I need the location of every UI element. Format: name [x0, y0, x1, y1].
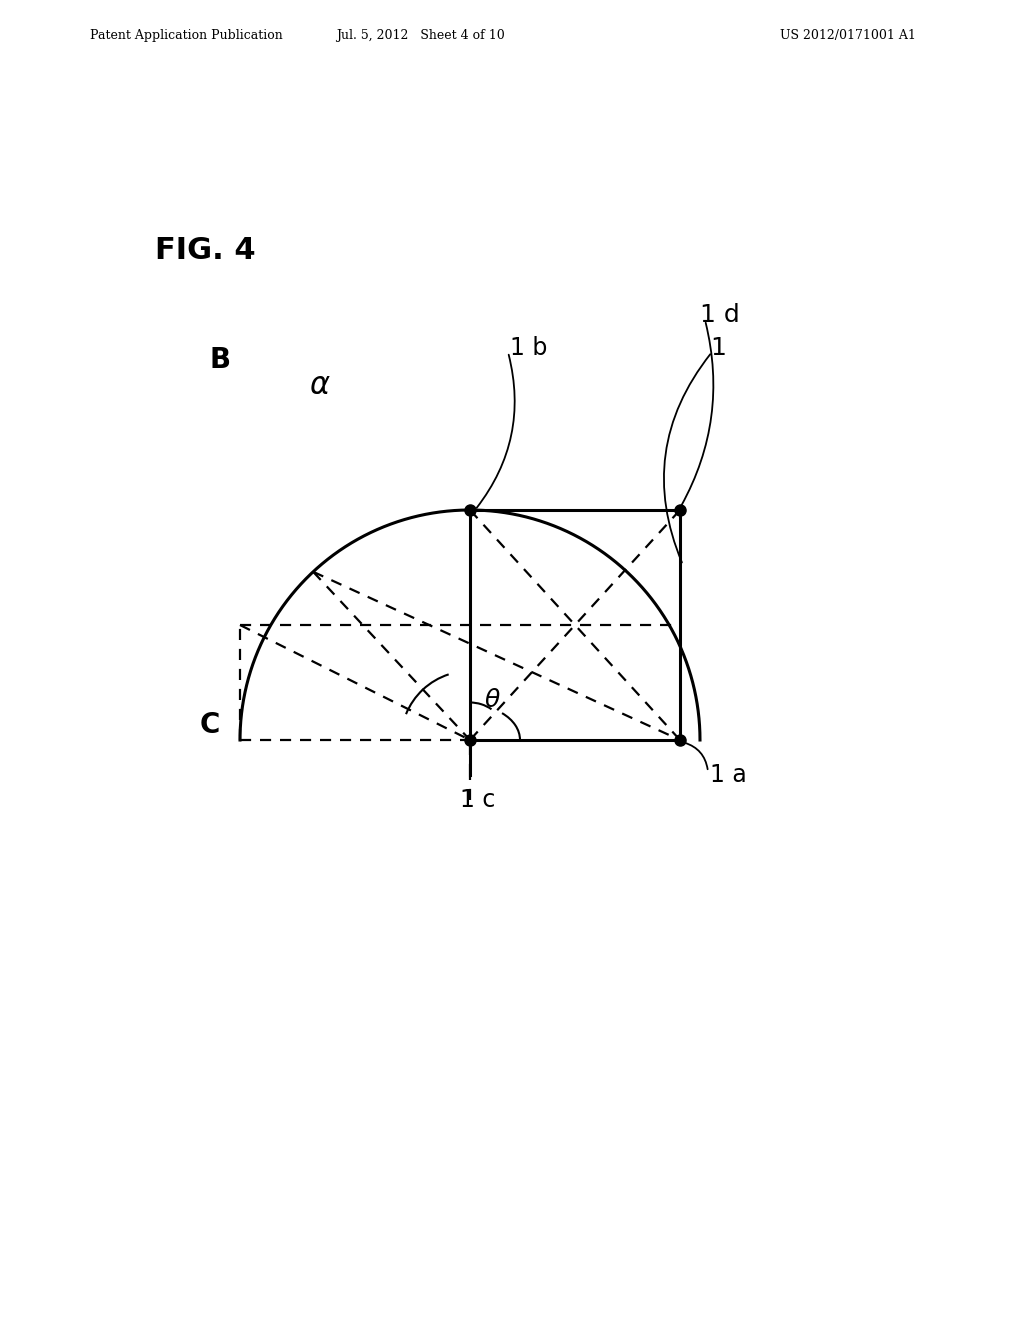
Text: B: B [210, 346, 230, 374]
Text: C: C [200, 711, 220, 739]
Text: 1: 1 [710, 337, 726, 360]
Text: $\alpha$: $\alpha$ [309, 371, 331, 400]
Text: Jul. 5, 2012   Sheet 4 of 10: Jul. 5, 2012 Sheet 4 of 10 [336, 29, 505, 41]
Text: FIG. 4: FIG. 4 [155, 236, 256, 265]
Text: 1 c: 1 c [461, 788, 496, 812]
Text: 1 a: 1 a [710, 763, 746, 787]
Text: US 2012/0171001 A1: US 2012/0171001 A1 [780, 29, 915, 41]
Text: Patent Application Publication: Patent Application Publication [90, 29, 283, 41]
Text: 1 d: 1 d [700, 304, 739, 327]
Text: 1 b: 1 b [510, 337, 548, 360]
Text: $\theta$: $\theta$ [483, 688, 501, 711]
